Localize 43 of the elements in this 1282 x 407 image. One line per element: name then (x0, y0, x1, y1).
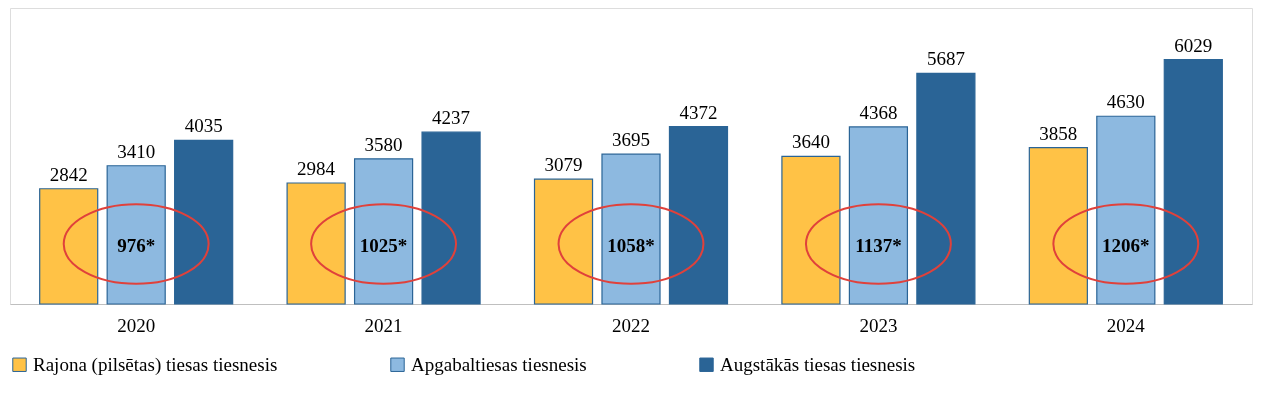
data-label: 3858 (1039, 122, 1078, 144)
data-label: 3695 (612, 129, 650, 151)
bar (286, 182, 346, 305)
x-tick-label: 2020 (117, 314, 156, 336)
annotation: 1137* (855, 235, 902, 256)
bar (1028, 146, 1088, 305)
data-label: 4035 (184, 115, 223, 137)
bar (353, 158, 414, 305)
x-tick-label: 2024 (1106, 314, 1146, 336)
bar (174, 139, 234, 305)
annotation: 976* (117, 235, 156, 256)
data-label: 6029 (1174, 34, 1213, 56)
bar (781, 155, 841, 305)
data-label: 2842 (49, 163, 88, 185)
legend-label: Augstākās tiesas tiesnesis (720, 353, 916, 375)
bar (848, 126, 909, 305)
annotation: 1025* (359, 235, 408, 256)
bar (668, 126, 729, 305)
data-label: 2984 (297, 158, 336, 179)
legend-label: Rajona (pilsētas) tiesas tiesnesis (33, 353, 278, 376)
data-label: 3640 (791, 131, 830, 153)
data-label: 4630 (1106, 91, 1145, 113)
x-tick-label: 2021 (364, 314, 403, 336)
data-label: 4372 (679, 101, 718, 123)
bar (1096, 115, 1156, 305)
bar (916, 72, 976, 305)
annotation: 1206* (1102, 235, 1150, 256)
data-label: 4368 (859, 101, 898, 123)
data-label: 3079 (544, 154, 583, 176)
legend-label: Apgabaltiesas tiesnesis (411, 353, 587, 375)
data-label: 3410 (117, 140, 156, 162)
x-tick-label: 2023 (859, 314, 898, 336)
bar (106, 165, 166, 305)
bar (601, 153, 661, 305)
data-label: 4237 (432, 107, 471, 129)
annotation: 1058* (607, 235, 655, 256)
data-label: 3580 (364, 133, 403, 155)
bar (39, 188, 99, 305)
x-tick-label: 2022 (612, 314, 650, 336)
bar (421, 131, 481, 305)
data-label: 5687 (926, 48, 965, 70)
bar (533, 178, 594, 305)
bar (1163, 58, 1223, 305)
